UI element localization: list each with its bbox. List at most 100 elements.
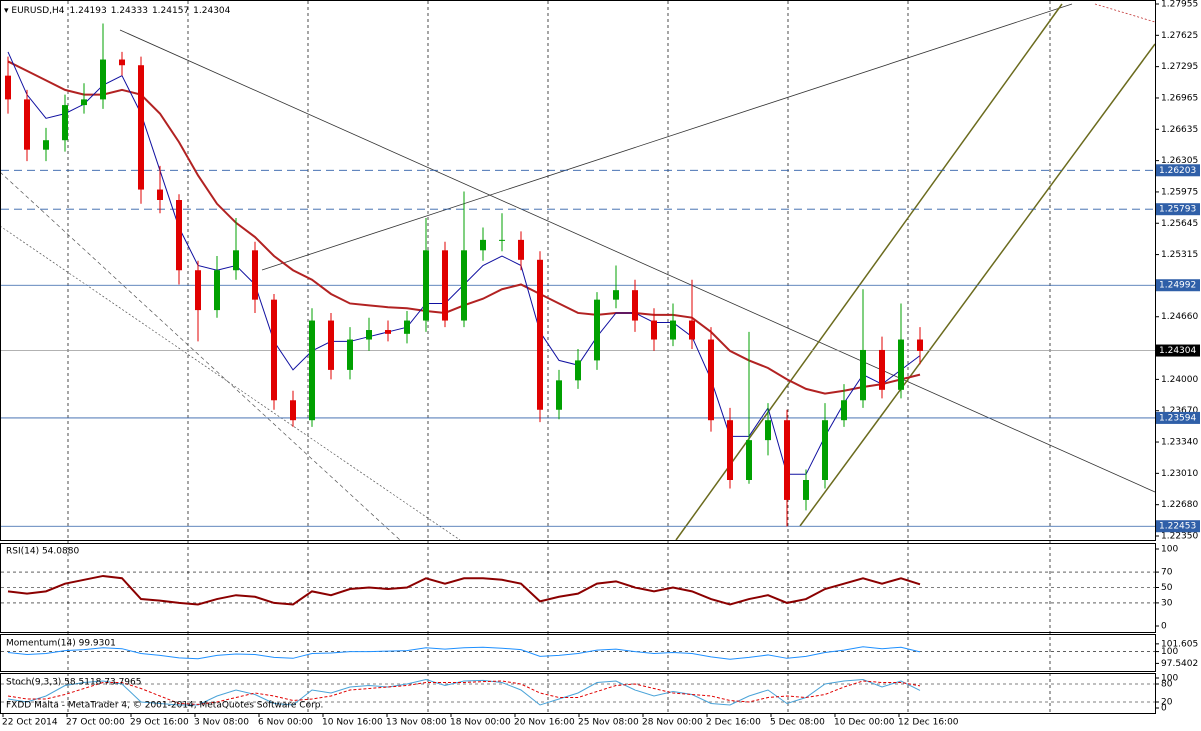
candle-body <box>499 239 505 241</box>
candle-body <box>271 299 277 401</box>
x-tick-label: 6 Nov 00:00 <box>258 718 313 728</box>
main-panel <box>0 0 1156 541</box>
candle-body <box>632 290 638 321</box>
candle-body <box>442 250 448 321</box>
candle-body <box>860 349 866 401</box>
y-tick-label: 1.27625 <box>1161 31 1198 41</box>
candle-body <box>138 65 144 190</box>
y-tick-label: 50 <box>1161 583 1173 593</box>
level-label-bg <box>1156 164 1200 177</box>
low-price: 1.24157 <box>152 6 189 16</box>
x-tick-label: 22 Oct 2014 <box>2 718 58 728</box>
dotted-line <box>1094 3 1156 23</box>
candle-body <box>328 320 334 370</box>
level-label-bg <box>1156 520 1200 533</box>
candle-body <box>157 189 163 200</box>
candle-body <box>670 320 676 340</box>
candle-body <box>119 59 125 66</box>
level-label: 1.26203 <box>1159 166 1196 176</box>
level-label-bg <box>1156 411 1200 424</box>
candle-body <box>518 239 524 260</box>
trendline <box>261 3 1073 271</box>
indicator-line <box>7 678 921 706</box>
momentum-title: Momentum(14) 99.9301 <box>6 639 116 649</box>
indicator-line <box>7 646 921 660</box>
x-tick-label: 10 Dec 00:00 <box>834 718 895 728</box>
rsi-title: RSI(14) 54.0880 <box>6 547 79 557</box>
y-tick-label: 1.23010 <box>1161 469 1198 479</box>
candle-body <box>898 339 904 390</box>
x-tick-label: 13 Nov 08:00 <box>386 718 447 728</box>
candle-body <box>195 270 201 311</box>
y-tick-label: 1.22680 <box>1161 500 1198 510</box>
footer: FXDD Malta - MetaTrader 4, © 2001-2014, … <box>6 701 323 711</box>
y-tick-label: 1.24000 <box>1161 375 1198 385</box>
candle-body <box>62 105 68 141</box>
y-tick-label: 1.27955 <box>1161 0 1198 10</box>
level-label: 1.22453 <box>1159 522 1196 532</box>
candle-body <box>803 480 809 500</box>
candle-body <box>784 420 790 500</box>
y-tick-label: 1.25975 <box>1161 187 1198 197</box>
candle-body <box>347 339 353 370</box>
level-label: 1.23594 <box>1159 413 1196 423</box>
y-tick-label: 1.26965 <box>1161 93 1198 103</box>
candle-body <box>309 320 315 421</box>
candle-body <box>727 420 733 480</box>
candle-body <box>613 290 619 300</box>
x-tick-label: 12 Dec 16:00 <box>898 718 959 728</box>
x-tick-label: 10 Nov 16:00 <box>322 718 383 728</box>
candle-body <box>575 360 581 381</box>
y-tick-label: 70 <box>1161 568 1173 578</box>
symbol: EURUSD,H4 <box>11 6 64 16</box>
x-tick-label: 5 Dec 08:00 <box>770 718 825 728</box>
candle-body <box>537 259 543 410</box>
candle-body <box>100 59 106 100</box>
stoch-title: Stoch(9,3,3) 58.5118 73.7965 <box>6 678 141 688</box>
candle-body <box>214 270 220 311</box>
candle-body <box>43 140 49 150</box>
y-tick-label: 1.27295 <box>1161 62 1198 72</box>
trendline <box>119 29 1156 493</box>
y-tick-label: 30 <box>1161 598 1173 608</box>
level-label: 1.25793 <box>1159 205 1196 215</box>
candle-body <box>423 250 429 321</box>
close-price: 1.24304 <box>193 6 230 16</box>
x-tick-label: 18 Nov 00:00 <box>450 718 511 728</box>
candle-body <box>176 200 182 271</box>
candle-body <box>404 320 410 334</box>
y-tick-label: 1.26305 <box>1161 156 1198 166</box>
candle-body <box>822 420 828 480</box>
vertical-grid <box>67 1 1051 713</box>
y-tick-label: 100 <box>1161 647 1178 657</box>
candle-body <box>841 400 847 421</box>
x-tick-label: 3 Nov 08:00 <box>194 718 249 728</box>
y-tick-label: 1.26635 <box>1161 125 1198 135</box>
level-label: 1.24304 <box>1159 346 1196 356</box>
y-tick-label: 97.5402 <box>1161 659 1198 669</box>
open-price: 1.24193 <box>70 6 107 16</box>
y-tick-label: 101.605 <box>1161 639 1198 649</box>
candle-body <box>461 250 467 321</box>
candle-body <box>651 320 657 340</box>
y-tick-label: 0 <box>1161 622 1167 632</box>
candle-body <box>233 250 239 271</box>
x-tick-label: 28 Nov 00:00 <box>642 718 703 728</box>
x-tick-label: 27 Oct 00:00 <box>66 718 125 728</box>
candle-body <box>480 239 486 251</box>
candle-body <box>385 330 391 334</box>
y-tick-label: 100 <box>1161 545 1178 555</box>
rsi-panel <box>0 543 1156 633</box>
candle-body <box>81 99 87 106</box>
candle-body <box>879 349 885 390</box>
candle-body <box>708 339 714 421</box>
candle-body <box>24 99 30 150</box>
header: ▾ EURUSD,H4 1.24193 1.24333 1.24157 1.24304 <box>4 6 231 16</box>
momentum-panel <box>0 634 1156 672</box>
candle-body <box>689 320 695 340</box>
candle-body <box>290 400 296 421</box>
y-tick-label: 1.25645 <box>1161 219 1198 229</box>
